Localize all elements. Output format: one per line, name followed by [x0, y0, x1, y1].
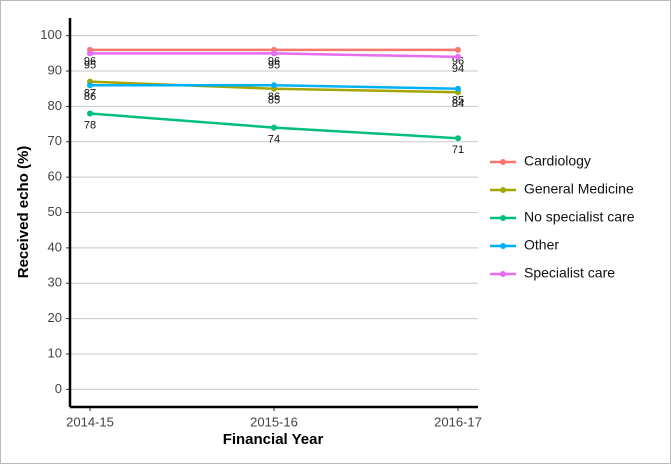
legend-swatch-dot [500, 187, 506, 193]
data-point [455, 46, 461, 53]
data-point [455, 135, 461, 142]
y-axis-title: Received echo (%) [15, 146, 32, 279]
y-tick-label: 60 [48, 169, 62, 184]
data-label: 95 [268, 59, 280, 71]
data-point [87, 110, 93, 117]
y-tick-label: 100 [40, 27, 62, 42]
y-tick-label: 0 [55, 381, 62, 396]
data-label: 85 [452, 95, 464, 107]
y-tick-label: 20 [48, 310, 62, 325]
data-label: 96 [84, 56, 96, 68]
legend-swatch-dot [500, 215, 506, 221]
data-point [455, 85, 461, 92]
data-point [271, 124, 277, 131]
legend-label: Specialist care [524, 265, 615, 281]
data-label: 84 [452, 98, 464, 110]
x-axis-title: Financial Year [223, 431, 324, 448]
data-label: 87 [84, 88, 96, 100]
x-tick-label: 2016-17 [434, 414, 482, 429]
legend-label: Other [524, 237, 559, 253]
y-tick-label: 30 [48, 275, 62, 290]
legend-label: No specialist care [524, 209, 635, 225]
data-label: 96 [268, 56, 280, 68]
data-label: 85 [268, 95, 280, 107]
legend-label: Cardiology [524, 153, 591, 169]
data-label: 86 [268, 91, 280, 103]
y-tick-label: 10 [48, 345, 62, 360]
x-tick-label: 2015-16 [250, 414, 298, 429]
data-point [455, 53, 461, 60]
y-tick-label: 40 [48, 239, 62, 254]
data-point [271, 50, 277, 57]
data-label: 71 [452, 144, 464, 156]
data-label: 96 [452, 56, 464, 68]
data-label: 86 [84, 91, 96, 103]
x-tick-label: 2014-15 [66, 414, 114, 429]
y-tick-label: 90 [48, 62, 62, 77]
data-label: 95 [84, 59, 96, 71]
data-label: 78 [84, 119, 96, 131]
y-tick-label: 50 [48, 204, 62, 219]
legend-swatch-dot [500, 159, 506, 165]
legend-swatch-dot [500, 243, 506, 249]
y-tick-label: 70 [48, 133, 62, 148]
data-label: 74 [268, 134, 280, 146]
data-point [87, 82, 93, 89]
data-label: 94 [452, 63, 464, 75]
data-point [87, 50, 93, 57]
legend-label: General Medicine [524, 181, 634, 197]
legend-swatch-dot [500, 271, 506, 277]
y-tick-label: 80 [48, 98, 62, 113]
data-point [271, 82, 277, 89]
